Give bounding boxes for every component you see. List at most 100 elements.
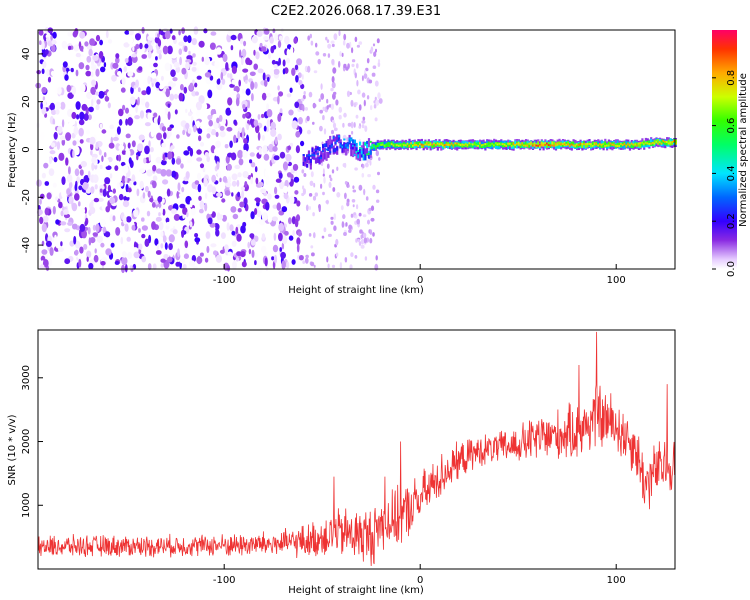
spectrogram-noise-cell — [167, 103, 171, 108]
spectrogram-signal-cell — [526, 144, 529, 147]
spectrogram-noise-cell — [331, 58, 335, 65]
spectrogram-noise-cell — [205, 231, 211, 239]
spectrogram-noise-cell — [272, 244, 279, 253]
spectrogram-noise-cell — [207, 114, 213, 121]
spectrogram-noise-cell — [40, 102, 43, 110]
spectrogram-noise-cell — [239, 201, 245, 208]
spectrogram-noise-cell — [151, 180, 157, 189]
spectrogram-noise-cell — [372, 232, 375, 237]
spectrogram-signal-cell — [329, 151, 332, 154]
spectrogram-signal-cell — [344, 146, 348, 156]
spectrogram-noise-cell — [42, 259, 49, 268]
spectrogram-signal-cell — [341, 145, 344, 148]
spectrogram-noise-cell — [124, 176, 128, 183]
spectrogram-noise-cell — [90, 86, 96, 95]
spectrogram-noise-cell — [120, 87, 126, 93]
spectrogram-signal-cell — [313, 154, 316, 157]
spectrogram-noise-cell — [46, 192, 52, 200]
spectrogram-noise-cell — [74, 168, 80, 177]
spectrogram-noise-cell — [85, 70, 92, 77]
spectrogram-signal-cell — [348, 139, 351, 144]
spectrogram-noise-cell — [302, 260, 306, 264]
spectrogram-signal-cell — [401, 143, 404, 146]
spectrogram-noise-cell — [226, 127, 233, 132]
spectrogram-noise-cell — [136, 154, 139, 161]
spectrogram-signal-cell — [322, 152, 325, 162]
spectrogram-noise-cell — [229, 83, 235, 88]
spectrogram-noise-cell — [175, 261, 181, 267]
spectrogram-noise-cell — [109, 124, 114, 130]
spectrogram-noise-cell — [127, 252, 133, 259]
spectrogram-signal-cell — [546, 143, 549, 148]
spectrogram-noise-cell — [88, 106, 94, 113]
spectrogram-noise-cell — [372, 43, 376, 47]
spectrogram-signal-cell — [323, 147, 326, 157]
spectrogram-signal-cell — [353, 154, 356, 157]
spectrogram-noise-cell — [353, 212, 357, 216]
spectrogram-noise-cell — [191, 90, 197, 97]
spectrogram-noise-cell — [369, 229, 373, 235]
spectrogram-signal-cell — [452, 144, 455, 147]
spectrogram-noise-cell — [132, 247, 139, 252]
spectrogram-noise-cell — [266, 103, 270, 111]
spectrogram-noise-cell — [354, 72, 357, 79]
colorbar-tick-label: 0.2 — [726, 213, 737, 229]
spectrogram-noise-cell — [130, 86, 134, 94]
spectrogram-noise-cell — [338, 114, 342, 120]
spectrogram-noise-cell — [179, 259, 186, 264]
spectrogram-noise-cell — [125, 133, 131, 139]
spectrogram-noise-cell — [305, 257, 309, 264]
spectrogram-noise-cell — [118, 119, 123, 126]
spectrogram-noise-cell — [78, 127, 84, 137]
spectrogram-noise-cell — [361, 120, 366, 124]
spectrogram-signal-cell — [322, 145, 325, 152]
spectrogram-noise-cell — [296, 58, 303, 66]
spectrogram-noise-cell — [312, 212, 315, 217]
spectrogram-noise-cell — [120, 236, 124, 245]
spectrogram-noise-cell — [118, 108, 124, 117]
spectrogram-noise-cell — [96, 235, 103, 243]
spectrogram-noise-cell — [355, 238, 358, 243]
spectrogram-noise-cell — [254, 191, 259, 196]
spectrogram-noise-cell — [279, 151, 286, 159]
spectrogram-noise-cell — [80, 207, 86, 214]
spectrogram-signal-cell — [528, 144, 531, 148]
spectrogram-signal-cell — [487, 141, 490, 146]
spectrogram-noise-cell — [83, 175, 90, 184]
spectrogram-noise-cell — [251, 35, 258, 44]
spectrogram-signal-cell — [352, 139, 355, 144]
spectrogram-noise-cell — [141, 233, 146, 239]
spectrogram-noise-cell — [257, 132, 261, 141]
spectrogram-noise-cell — [138, 134, 145, 141]
spectrogram-noise-cell — [54, 234, 57, 241]
spectrogram-noise-cell — [44, 49, 49, 55]
spectrogram-signal-cell — [464, 142, 468, 145]
spectrogram-noise-cell — [313, 103, 317, 108]
spectrogram-noise-cell — [374, 263, 379, 271]
spectrogram-signal-cell — [322, 144, 325, 149]
spectrogram-signal-cell — [369, 140, 372, 143]
spectrogram-signal-cell — [639, 143, 642, 148]
spectrogram-noise-cell — [55, 109, 60, 115]
spectrogram-noise-cell — [51, 39, 57, 45]
spectrogram-noise-cell — [356, 79, 359, 87]
spectrogram-noise-cell — [90, 150, 93, 156]
spectrogram-signal-cell — [350, 147, 353, 157]
spectrogram-signal-cell — [364, 148, 367, 158]
spectrogram-noise-cell — [237, 191, 241, 198]
spectrogram-noise-cell — [219, 130, 226, 138]
spectrogram-signal-cell — [390, 143, 393, 146]
spectrogram-noise-cell — [60, 221, 67, 226]
spectrogram-noise-cell — [311, 252, 315, 257]
spectrogram-signal-cell — [542, 144, 545, 147]
spectrogram-noise-cell — [360, 238, 364, 245]
spectrogram-noise-cell — [309, 33, 312, 39]
spectrogram-noise-cell — [51, 44, 56, 53]
spectrogram-noise-cell — [160, 169, 167, 177]
spectrogram-noise-cell — [198, 195, 202, 201]
spectrogram-noise-cell — [242, 214, 247, 220]
spectrogram-noise-cell — [333, 127, 338, 132]
spectrogram-noise-cell — [212, 113, 219, 118]
spectrogram-noise-cell — [41, 86, 47, 94]
spectrogram-noise-cell — [282, 59, 286, 67]
